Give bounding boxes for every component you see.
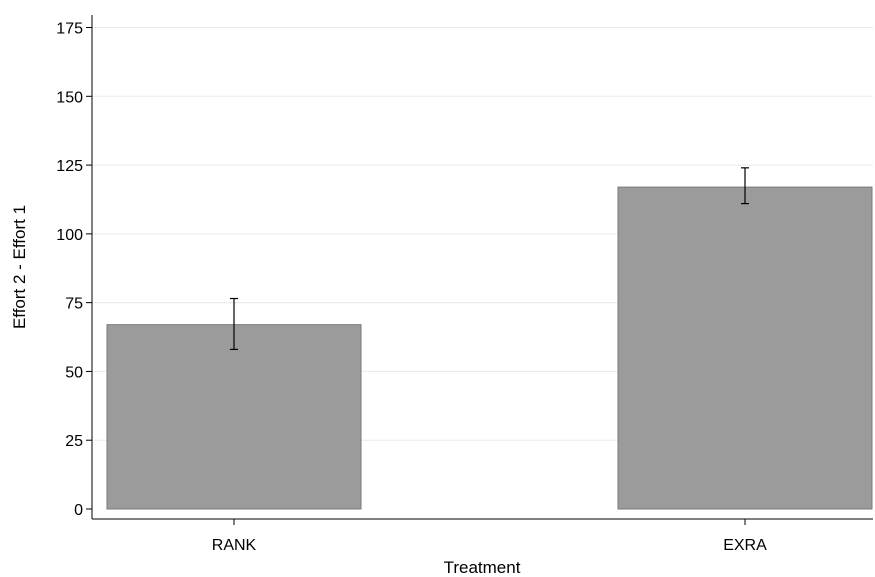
x-ticks: RANK EXRA xyxy=(212,519,767,554)
error-bar-rank xyxy=(230,297,238,351)
error-bars xyxy=(230,167,749,351)
y-tick-label-0: 0 xyxy=(74,502,83,519)
y-tick-label-75: 75 xyxy=(65,296,83,313)
bar-rank xyxy=(106,324,362,510)
x-tick-label-exra: EXRA xyxy=(723,537,767,554)
y-tick-label-25: 25 xyxy=(65,433,83,450)
y-tick-label-150: 150 xyxy=(56,89,83,106)
y-tick-label-50: 50 xyxy=(65,364,83,381)
axes xyxy=(91,15,873,520)
bars xyxy=(106,186,873,510)
y-tick-label-175: 175 xyxy=(56,21,83,38)
y-ticks: 0 25 50 75 100 125 150 175 xyxy=(56,21,92,519)
y-tick-label-100: 100 xyxy=(56,227,83,244)
bar-exra xyxy=(617,186,873,510)
x-tick-label-rank: RANK xyxy=(212,537,257,554)
error-bar-exra xyxy=(741,167,749,205)
y-tick-label-125: 125 xyxy=(56,158,83,175)
x-axis-title: Treatment xyxy=(444,558,521,577)
y-axis-title: Effort 2 - Effort 1 xyxy=(10,205,29,329)
